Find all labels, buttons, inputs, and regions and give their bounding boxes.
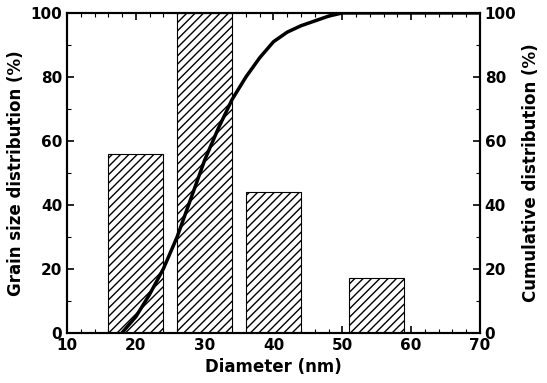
Y-axis label: Grain size distribution (%): Grain size distribution (%) (7, 50, 25, 296)
Bar (177, 13, 232, 333)
Y-axis label: Cumulative distribution (%): Cumulative distribution (%) (522, 44, 540, 302)
X-axis label: Diameter (nm): Diameter (nm) (205, 358, 342, 376)
Bar (246, 192, 301, 333)
Bar (108, 154, 164, 333)
Bar (349, 278, 404, 333)
